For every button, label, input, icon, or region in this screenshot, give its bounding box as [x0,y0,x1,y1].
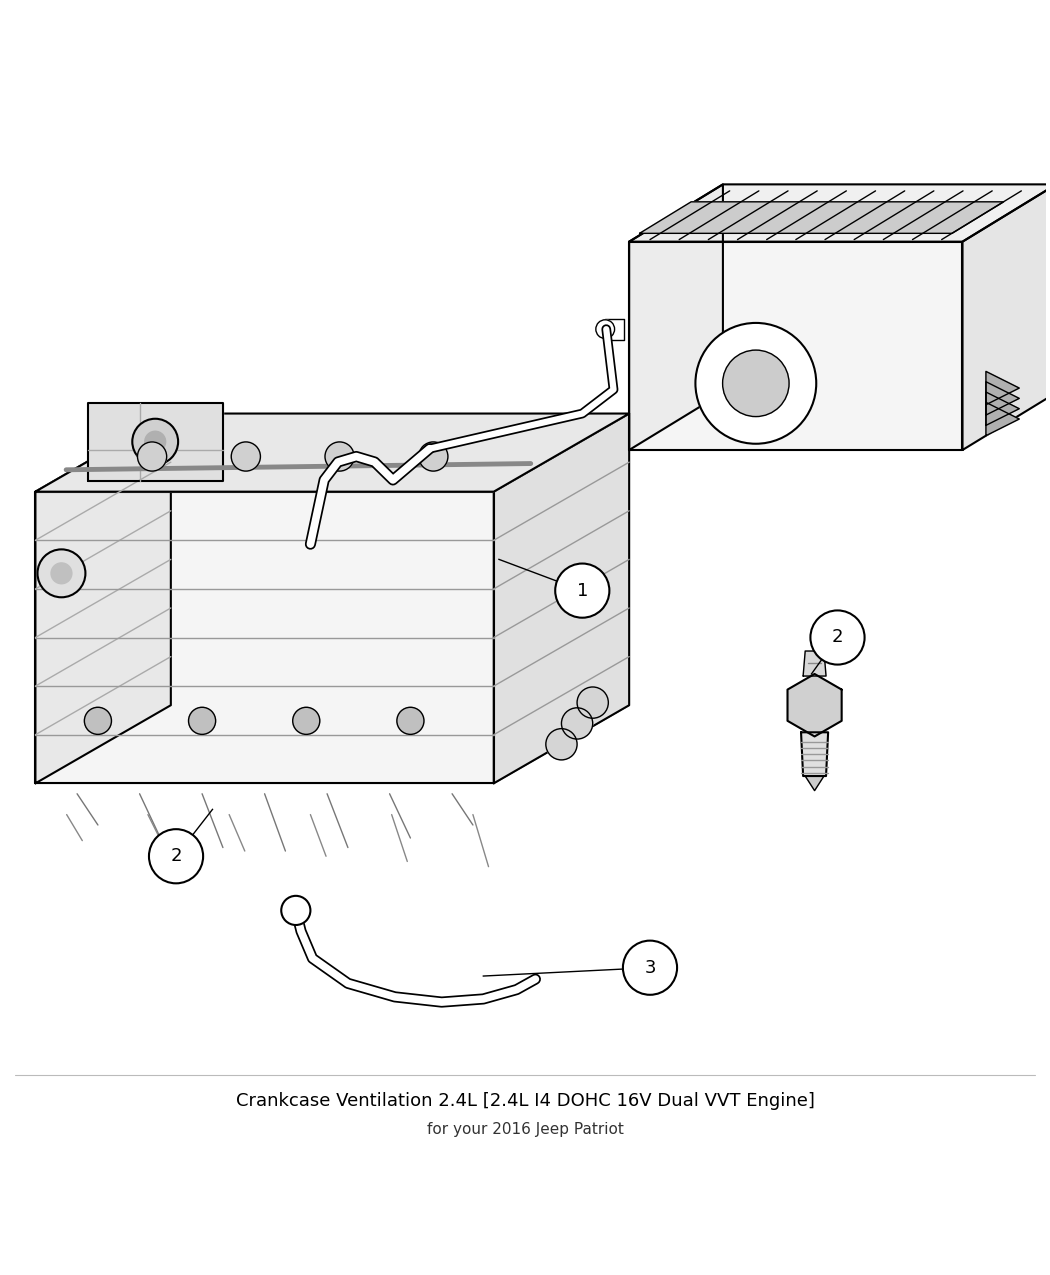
Polygon shape [36,413,171,783]
Circle shape [623,941,677,994]
Circle shape [562,708,592,740]
Circle shape [722,351,789,417]
Circle shape [231,442,260,470]
Circle shape [132,418,179,464]
Text: for your 2016 Jeep Patriot: for your 2016 Jeep Patriot [426,1122,624,1137]
Circle shape [578,687,608,718]
Polygon shape [801,732,828,776]
Circle shape [189,708,215,734]
Polygon shape [36,492,493,783]
Polygon shape [494,413,629,783]
Circle shape [555,564,609,617]
Circle shape [281,896,311,924]
Text: 2: 2 [832,629,843,646]
Text: 3: 3 [645,959,656,977]
Circle shape [326,442,354,470]
Text: Crankcase Ventilation 2.4L [2.4L I4 DOHC 16V Dual VVT Engine]: Crankcase Ventilation 2.4L [2.4L I4 DOHC… [235,1093,815,1111]
Polygon shape [986,371,1020,404]
Polygon shape [629,185,1050,242]
Polygon shape [87,403,223,481]
Polygon shape [629,185,722,450]
Circle shape [811,611,864,664]
Circle shape [138,442,167,470]
Text: 2: 2 [170,848,182,866]
Circle shape [145,431,166,453]
Circle shape [419,442,448,470]
Polygon shape [36,413,629,492]
Circle shape [38,550,85,597]
Polygon shape [986,391,1020,426]
Circle shape [397,708,424,734]
Circle shape [695,323,816,444]
Circle shape [84,708,111,734]
Polygon shape [986,403,1020,436]
Polygon shape [629,242,963,450]
Text: 1: 1 [576,581,588,599]
Polygon shape [986,381,1020,416]
Polygon shape [788,674,842,737]
Circle shape [51,564,71,584]
Polygon shape [803,652,826,676]
Circle shape [293,708,320,734]
Circle shape [546,728,578,760]
Polygon shape [605,319,624,339]
Circle shape [595,320,614,339]
Polygon shape [639,201,1004,233]
Polygon shape [805,776,824,790]
Polygon shape [36,705,629,783]
Polygon shape [963,185,1050,450]
Circle shape [149,829,203,884]
